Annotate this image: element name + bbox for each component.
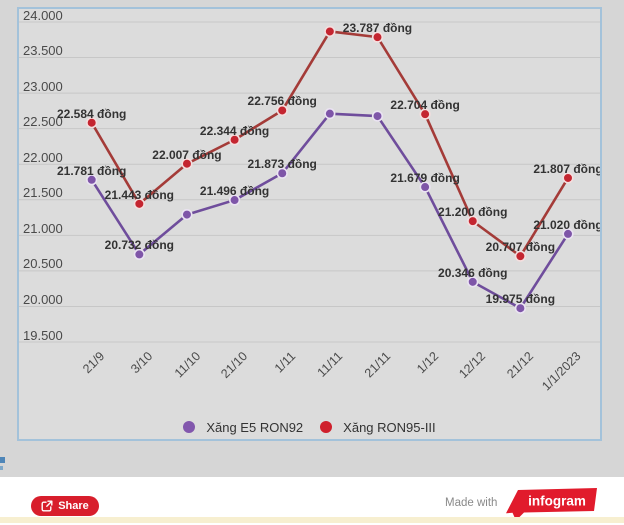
y-tick-label: 19.500 <box>23 327 63 343</box>
data-point-label: 21.679 đồng <box>390 171 460 186</box>
data-point-label: 22.704 đồng <box>390 98 460 113</box>
data-point-label: 22.584 đồng <box>57 106 127 121</box>
data-point[interactable] <box>181 208 193 221</box>
data-point-label: 22.007 đồng <box>152 147 222 162</box>
data-point[interactable] <box>371 31 384 43</box>
data-point-label: 21.781 đồng <box>57 163 127 178</box>
data-point[interactable] <box>324 25 336 38</box>
y-tick-label: 20.500 <box>23 256 63 272</box>
data-point[interactable] <box>276 167 288 179</box>
data-point[interactable] <box>86 117 98 129</box>
legend-label: Xăng RON95-III <box>343 419 436 435</box>
share-button-label: Share <box>58 500 89 512</box>
data-point[interactable] <box>562 172 574 184</box>
data-point-label: 20.732 đồng <box>104 238 174 253</box>
data-point[interactable] <box>228 134 241 146</box>
data-point-label: 21.200 đồng <box>438 205 508 220</box>
data-point-label: 21.873 đồng <box>247 157 317 172</box>
chart-legend: Xăng E5 RON92 Xăng RON95-III <box>19 418 600 436</box>
y-tick-label: 24.000 <box>23 7 63 23</box>
data-point-label: 20.707 đồng <box>485 240 556 255</box>
data-point[interactable] <box>86 174 98 186</box>
legend-dot-icon <box>320 421 333 433</box>
data-point[interactable] <box>133 248 145 260</box>
legend-item-e5-ron92[interactable]: Xăng E5 RON92 <box>183 420 303 435</box>
left-edge-artifact-icon <box>0 457 5 463</box>
data-point[interactable] <box>467 276 479 288</box>
data-point[interactable] <box>181 158 193 170</box>
y-tick-label: 22.000 <box>23 149 63 165</box>
data-point-label: 23.787 đồng <box>342 21 413 36</box>
bottom-highlight-strip <box>0 517 624 523</box>
data-point[interactable] <box>419 108 431 120</box>
legend-label: Xăng E5 RON92 <box>206 419 304 435</box>
data-point[interactable] <box>371 110 384 122</box>
data-point[interactable] <box>276 104 288 117</box>
plot-area <box>19 21 600 343</box>
series-line-ron95-iii <box>90 30 570 258</box>
data-point[interactable] <box>562 228 574 240</box>
data-point[interactable] <box>419 181 431 193</box>
data-point[interactable] <box>228 194 241 206</box>
data-point[interactable] <box>514 302 526 314</box>
left-edge-artifact-icon <box>0 466 3 470</box>
y-tick-label: 21.000 <box>23 220 63 236</box>
data-point[interactable] <box>324 108 336 120</box>
share-icon <box>41 500 53 512</box>
infogram-flag-shape <box>506 488 597 521</box>
share-button[interactable]: Share <box>31 496 99 516</box>
data-point-label: 22.756 đồng <box>247 94 317 109</box>
y-tick-label: 22.500 <box>23 114 63 130</box>
made-with-text: Made with <box>445 497 498 509</box>
data-point[interactable] <box>133 198 145 210</box>
data-point-label: 21.496 đồng <box>199 184 270 199</box>
legend-item-ron95-iii[interactable]: Xăng RON95-III <box>320 420 436 435</box>
y-tick-label: 21.500 <box>23 185 63 201</box>
fuel-price-line-chart: Xăng E5 RON92 Xăng RON95-III 24.000 23.500… <box>17 7 602 441</box>
infogram-logo[interactable]: infogram <box>502 487 600 523</box>
y-tick-label: 20.000 <box>23 291 63 307</box>
data-point-label: 22.344 đồng <box>199 123 270 138</box>
y-tick-label: 23.000 <box>23 78 63 94</box>
data-point-label: 20.346 đồng <box>438 265 508 280</box>
data-point-label: 21.443 đồng <box>104 187 174 202</box>
data-point-label: 19.975 đồng <box>485 292 556 307</box>
y-tick-label: 23.500 <box>23 43 63 59</box>
legend-dot-icon <box>183 421 196 433</box>
data-point-label: 21.807 đồng <box>533 161 602 176</box>
data-point[interactable] <box>514 250 526 262</box>
data-point-label: 21.020 đồng <box>533 217 602 232</box>
data-point[interactable] <box>467 215 479 227</box>
infogram-logo-text: infogram <box>528 494 586 509</box>
